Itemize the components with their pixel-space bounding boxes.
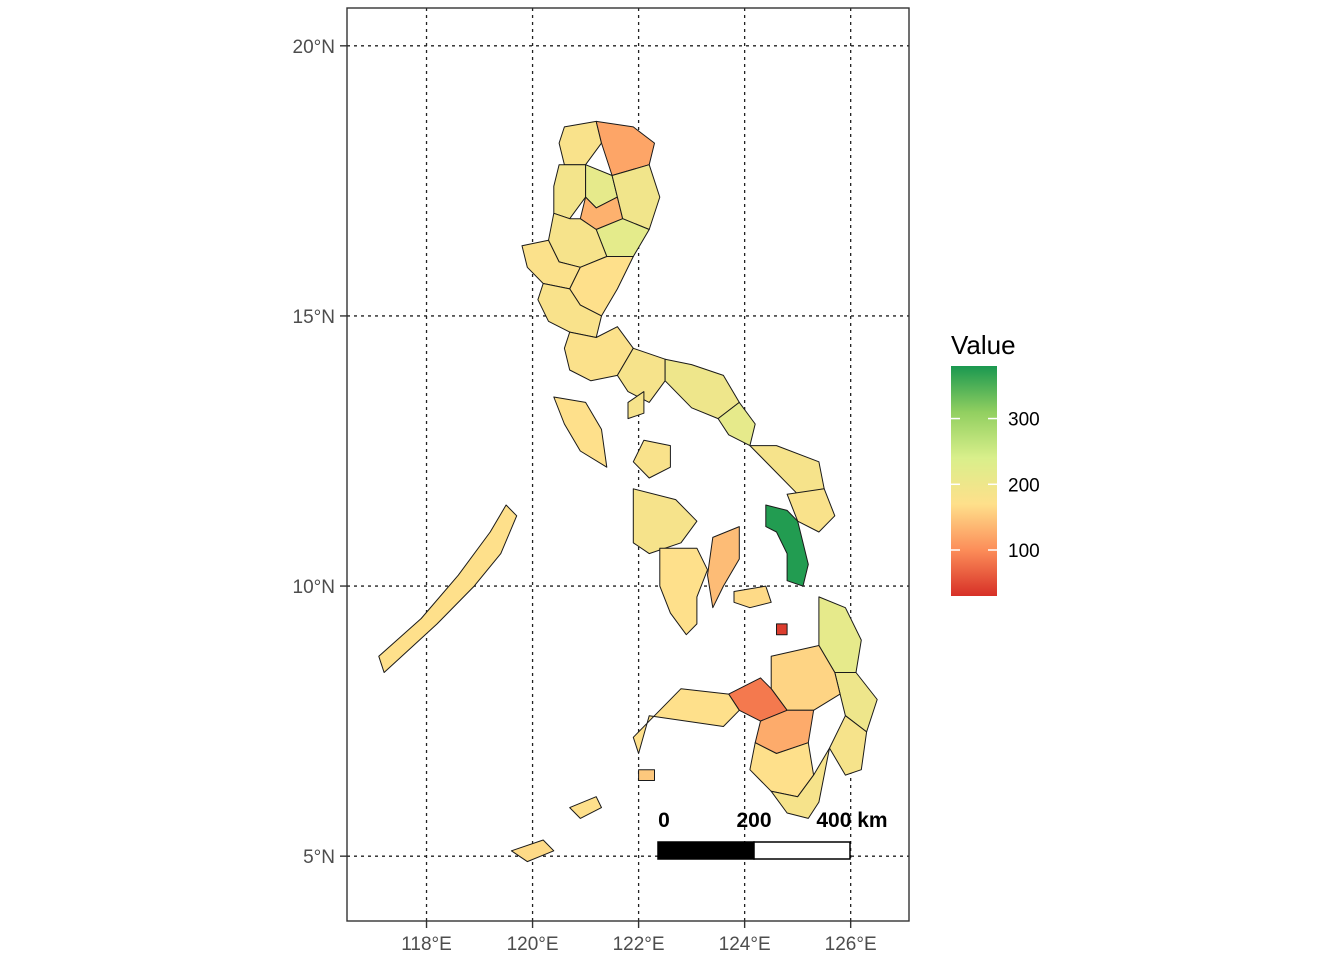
region-19 <box>378 504 518 673</box>
region-3 <box>553 164 587 220</box>
x-tick-label-124: 124°E <box>719 934 771 955</box>
region-17 <box>627 391 645 420</box>
region-29 <box>834 672 878 733</box>
legend-tick-label-300: 300 <box>1008 410 1040 431</box>
region-15 <box>717 401 756 447</box>
scale-bar-segment-2 <box>753 841 851 860</box>
region-25 <box>707 526 740 609</box>
region-39 <box>510 839 555 863</box>
region-38 <box>569 796 602 819</box>
x-tick-label-120: 120°E <box>507 934 559 955</box>
region-23 <box>632 488 698 555</box>
region-30 <box>829 715 868 776</box>
region-12 <box>563 326 634 382</box>
region-26 <box>733 585 772 609</box>
y-tick-label-20: 20°N <box>293 37 335 58</box>
x-tick-label-118: 118°E <box>401 934 452 955</box>
legend-colorbar <box>951 366 997 596</box>
x-tick-label-122: 122°E <box>613 934 665 955</box>
legend-title: Value <box>951 330 1016 360</box>
region-27 <box>776 623 788 636</box>
legend-tick-label-200: 200 <box>1008 475 1040 496</box>
region-37 <box>638 769 655 781</box>
region-33 <box>632 688 740 754</box>
region-21 <box>786 488 836 533</box>
region-16 <box>553 396 608 468</box>
region-14 <box>664 358 740 420</box>
y-tick-label-5: 5°N <box>303 847 335 868</box>
color-legend: Value 300 200 100 <box>951 330 1040 596</box>
region-1 <box>558 120 602 166</box>
region-36 <box>770 747 830 819</box>
scale-label-0: 0 <box>658 809 670 832</box>
scale-label-400-km: 400 km <box>816 809 887 832</box>
axes: 118°E 120°E 122°E 124°E 126°E 20°N 15°N 10°N 5°N <box>293 37 877 955</box>
plot-panel-border <box>346 7 910 922</box>
region-18 <box>632 439 671 479</box>
scale-bar-segment-1 <box>657 841 755 860</box>
scale-bar: 0 200 400 km <box>657 809 888 860</box>
scale-label-200: 200 <box>736 809 771 832</box>
y-tick-label-10: 10°N <box>293 577 335 598</box>
region-20 <box>749 445 825 495</box>
region-24 <box>659 547 708 636</box>
legend-tick-label-100: 100 <box>1008 541 1040 562</box>
y-tick-label-15: 15°N <box>293 307 335 328</box>
region-22 <box>765 504 809 587</box>
legend-ticks: 300 200 100 <box>951 410 1040 562</box>
x-tick-label-126: 126°E <box>825 934 877 955</box>
province-regions <box>378 120 878 863</box>
